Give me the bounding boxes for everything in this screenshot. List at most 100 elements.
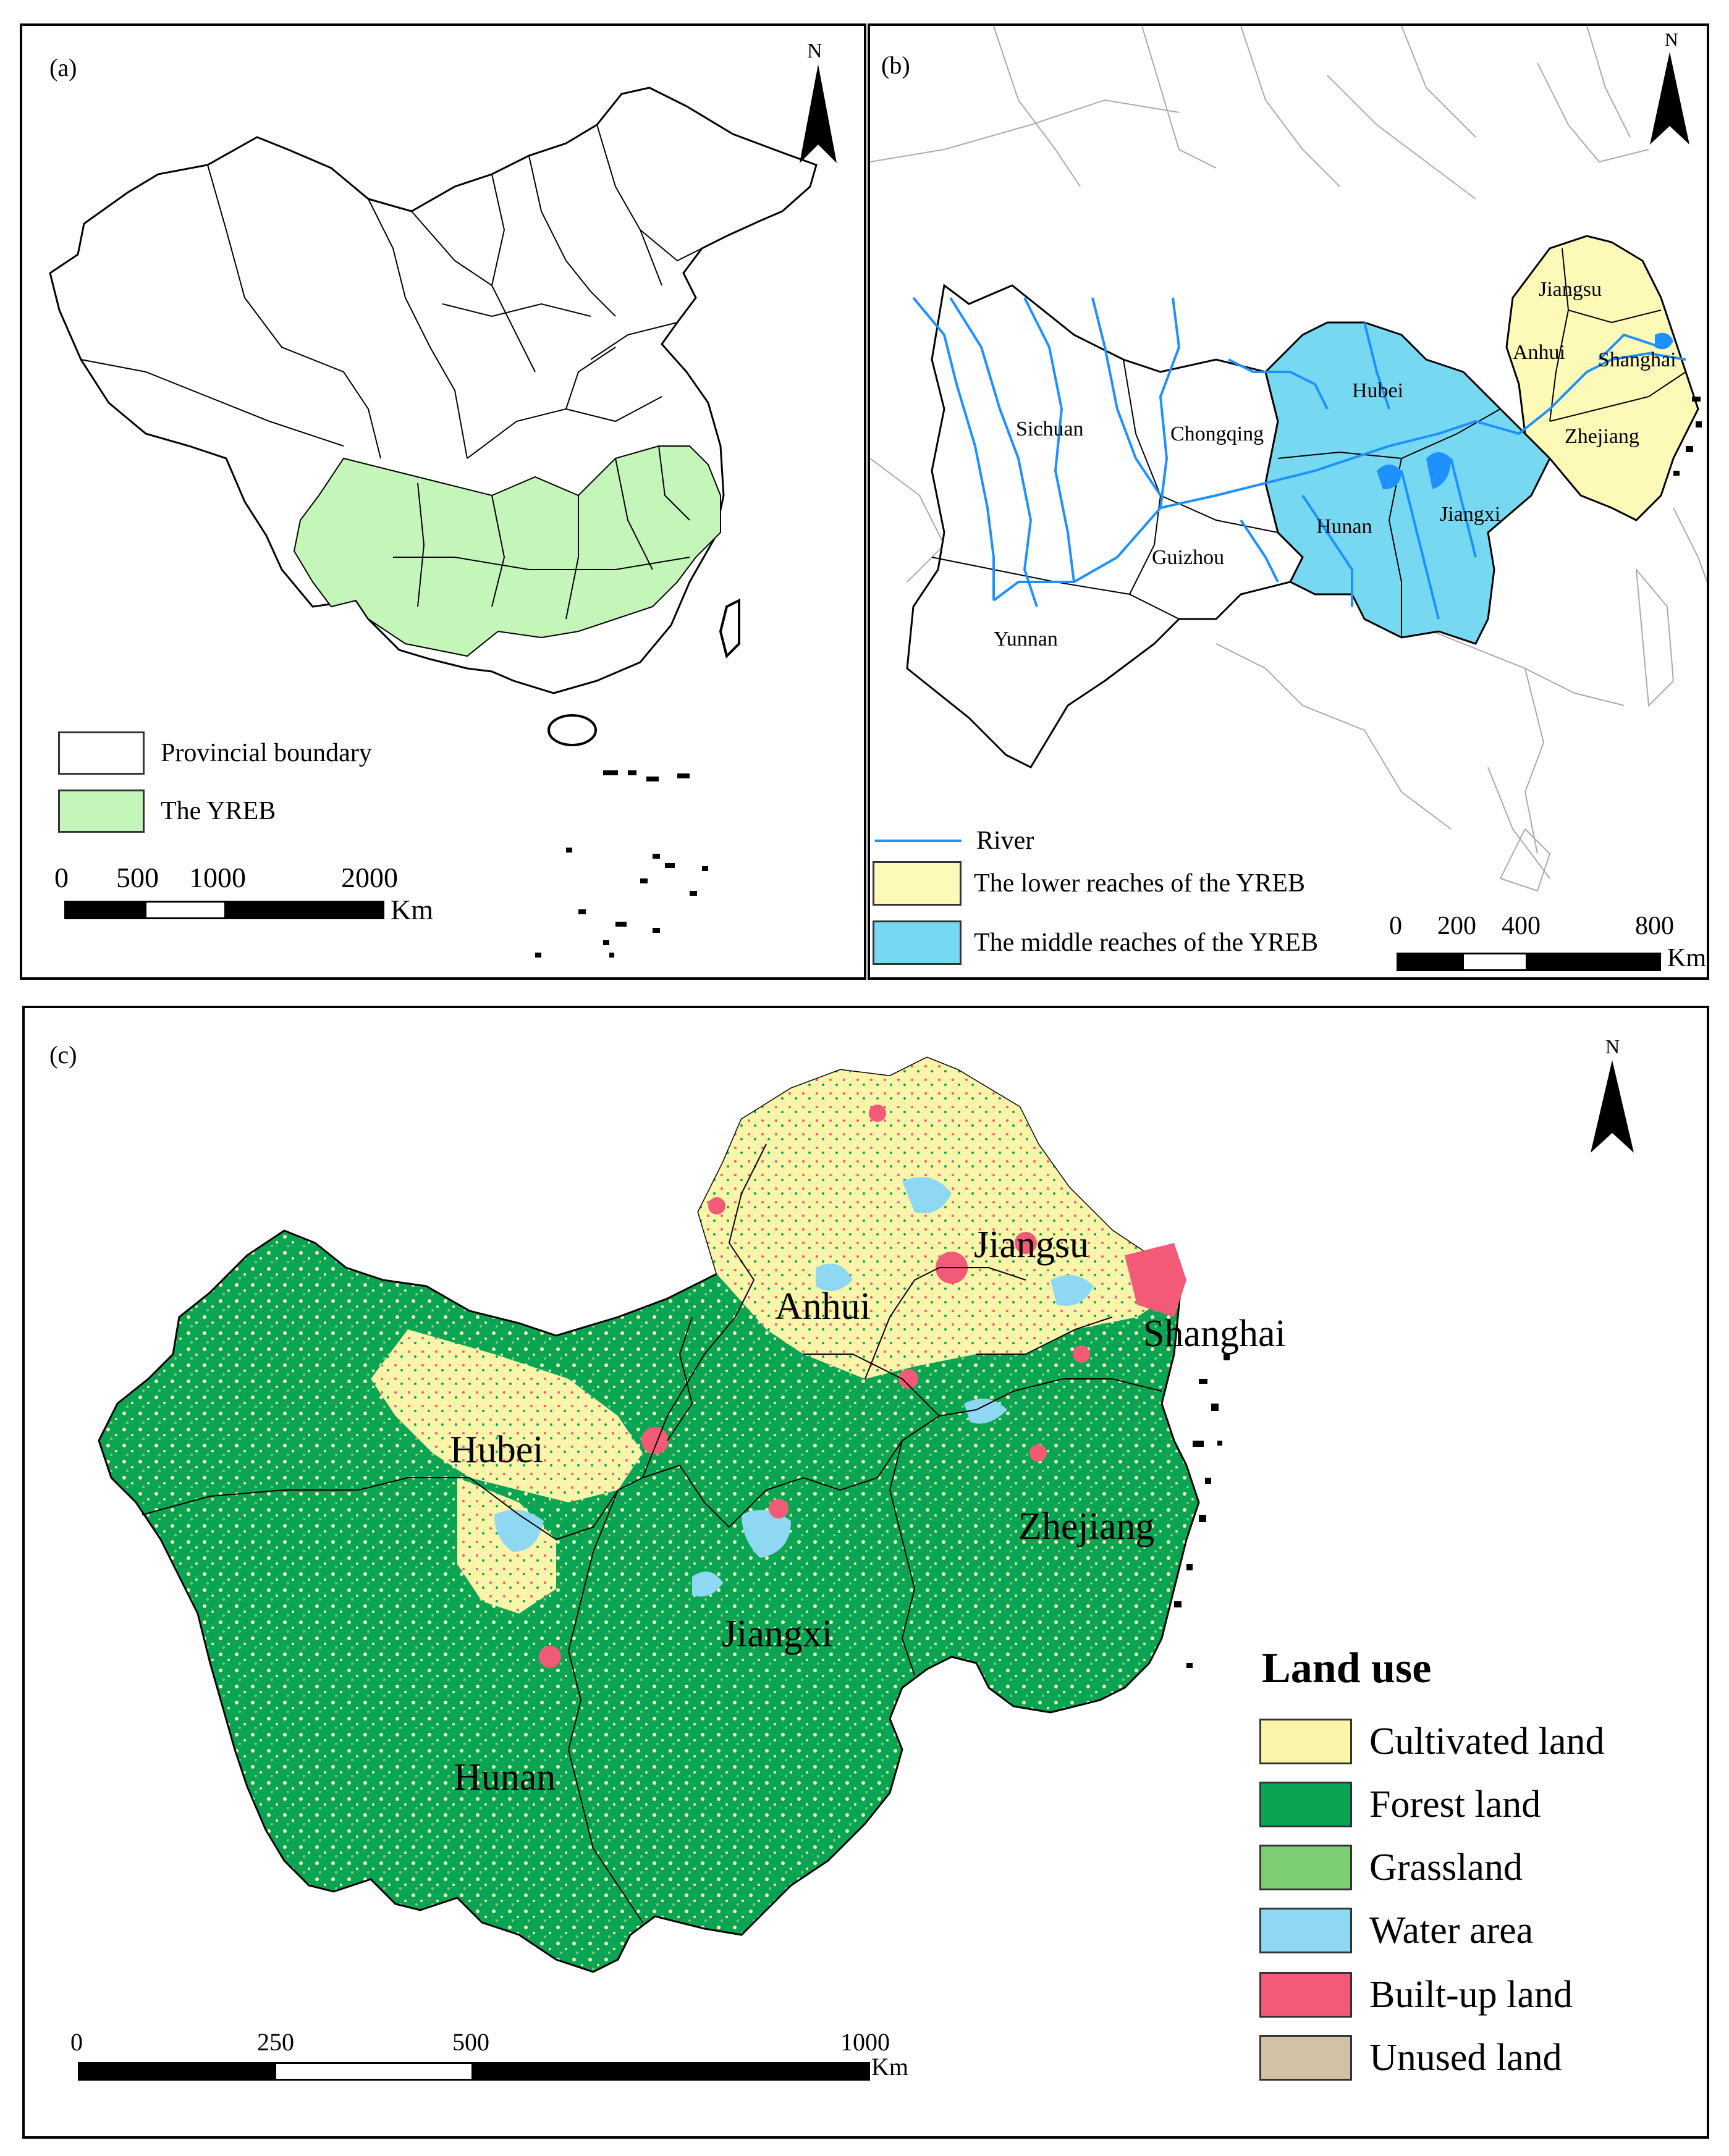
legend-label: The middle reaches of the YREB	[974, 929, 1319, 957]
yreb-region-map	[870, 26, 1707, 892]
north-label-b: N	[1665, 30, 1678, 50]
label-jiangxi: Jiangxi	[722, 1613, 833, 1655]
label-zhejiang: Zhejiang	[1565, 425, 1639, 448]
lower-internal-boundaries	[1549, 248, 1686, 422]
label-anhui: Anhui	[775, 1286, 871, 1328]
legend-item-middle-reaches: The middle reaches of the YREB	[873, 920, 1318, 965]
hainan-island	[547, 714, 597, 746]
taiwan-island	[719, 598, 740, 659]
panel-c-land-use: (c) N Jiangsu Anhui Shanghai Hubei Zheji…	[22, 1006, 1709, 2139]
north-arrow-icon	[1591, 1060, 1634, 1153]
upper-reaches	[906, 284, 1304, 768]
legend-item-built-up: Built-up land	[1259, 1972, 1573, 2018]
label-guizhou: Guizhou	[1152, 546, 1225, 569]
legend-label: Grassland	[1369, 1846, 1523, 1889]
scale-tick: 800	[1635, 912, 1674, 940]
scale-tick: 400	[1502, 912, 1541, 940]
legend-swatch	[58, 790, 145, 833]
label-hunan: Hunan	[1316, 515, 1372, 538]
legend-item-provincial-boundary: Provincial boundary	[58, 731, 372, 775]
legend-item-yreb: The YREB	[58, 790, 276, 833]
yreb-region	[293, 445, 721, 657]
label-chongqing: Chongqing	[1170, 423, 1264, 445]
legend-label: Water area	[1369, 1910, 1534, 1952]
legend-label: The lower reaches of the YREB	[974, 869, 1306, 898]
tai-lake	[1655, 332, 1673, 350]
north-arrow-icon	[800, 64, 837, 163]
legend-swatch	[873, 861, 962, 906]
label-zhejiang: Zhejiang	[1018, 1505, 1155, 1548]
legend-swatch	[1259, 1782, 1352, 1827]
legend-item-water: Water area	[1259, 1908, 1533, 1953]
scale-tick: 250	[257, 2028, 294, 2056]
legend-swatch	[1259, 1719, 1352, 1764]
legend-title: Land use	[1262, 1644, 1432, 1692]
panel-a-china-map: (a) N Provincial boundary The YREB 0 500…	[20, 23, 866, 980]
yreb-internal-boundaries	[393, 445, 690, 620]
legend-swatch	[1259, 1972, 1352, 2018]
legend-item-lower-reaches: The lower reaches of the YREB	[873, 861, 1305, 906]
legend-label: The YREB	[161, 797, 276, 825]
legend-label: Built-up land	[1369, 1974, 1573, 2016]
label-anhui: Anhui	[1513, 341, 1565, 364]
middle-internal-boundaries	[1277, 408, 1501, 638]
cultivated-jianghan-plain	[371, 1329, 643, 1502]
scale-tick: 1000	[189, 862, 246, 893]
legend-label: Cultivated land	[1369, 1720, 1605, 1762]
north-arrow-icon	[1650, 52, 1689, 145]
legend-item-unused: Unused land	[1259, 2035, 1562, 2081]
middle-reaches	[1264, 321, 1551, 645]
north-arrow-c: N	[1591, 1037, 1634, 1160]
legend-label: River	[976, 827, 1034, 855]
label-shanghai: Shanghai	[1143, 1313, 1286, 1355]
label-yunnan: Yunnan	[994, 628, 1058, 651]
north-arrow-b: N	[1650, 31, 1689, 154]
china-province-map	[49, 86, 818, 958]
label-hubei: Hubei	[450, 1429, 544, 1471]
label-sichuan: Sichuan	[1016, 418, 1084, 440]
legend-label: Provincial boundary	[161, 739, 372, 767]
panel-b-yreb-regions: (b) N Sichuan Chongqing Guizhou Yunnan H…	[868, 23, 1709, 980]
label-hubei: Hubei	[1352, 379, 1404, 402]
legend-item-grassland: Grassland	[1259, 1845, 1523, 1890]
scale-tick: 200	[1437, 912, 1476, 940]
label-hunan: Hunan	[454, 1756, 556, 1798]
scale-unit: Km	[1667, 944, 1706, 972]
legend-item-cultivated: Cultivated land	[1259, 1719, 1605, 1764]
scale-bar-graphic	[1397, 953, 1661, 971]
scale-tick: 2000	[341, 862, 398, 893]
river-line-icon	[875, 840, 962, 842]
scale-tick: 0	[1389, 912, 1402, 940]
scale-tick: 0	[70, 2028, 83, 2056]
water-bodies	[494, 1177, 1094, 1597]
scale-tick: 500	[452, 2028, 489, 2056]
north-label-a: N	[807, 40, 822, 62]
poyang-lake	[1426, 452, 1451, 489]
east-coast-islands	[1174, 1354, 1230, 1668]
scale-tick: 500	[116, 862, 159, 893]
scale-bar-graphic	[78, 2062, 870, 2081]
north-label-c: N	[1605, 1035, 1620, 1058]
label-jiangxi: Jiangxi	[1440, 503, 1501, 526]
legend-swatch	[1259, 1845, 1352, 1890]
north-arrow-a: N	[800, 41, 837, 164]
scale-bar-graphic	[64, 901, 384, 919]
coastal-islands	[1673, 397, 1702, 476]
label-jiangsu: Jiangsu	[974, 1224, 1089, 1266]
scale-tick: 0	[54, 862, 69, 893]
rivers	[912, 297, 1686, 620]
label-shanghai: Shanghai	[1598, 348, 1676, 371]
legend-swatch	[1259, 1908, 1352, 1953]
lower-reaches	[1505, 235, 1699, 521]
legend-swatch	[873, 920, 962, 965]
panel-a-label: (a)	[49, 54, 77, 82]
legend-swatch	[1259, 2035, 1352, 2081]
south-sea-islands	[535, 770, 708, 958]
land-use-map	[98, 1056, 1230, 1973]
provincial-boundaries	[80, 124, 703, 459]
panel-b-label: (b)	[881, 51, 910, 79]
legend-label: Forest land	[1369, 1783, 1541, 1825]
scale-unit: Km	[391, 894, 433, 925]
legend-swatch	[58, 731, 145, 775]
background-boundaries	[870, 26, 1707, 892]
